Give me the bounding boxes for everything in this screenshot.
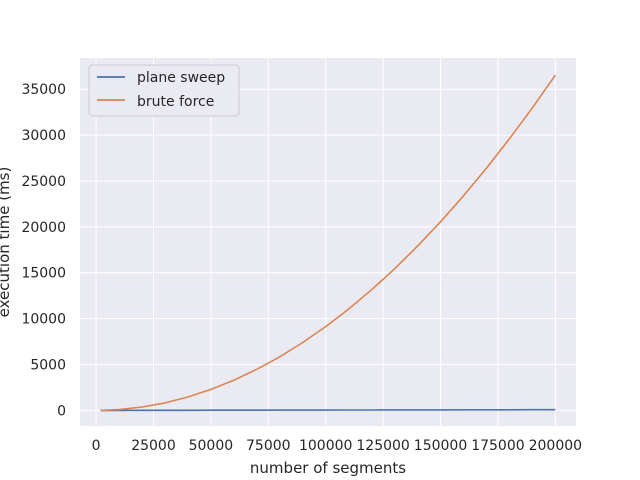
y-tick-label: 20000 <box>21 220 66 236</box>
legend: plane sweep brute force <box>88 64 240 117</box>
x-tick-label: 175000 <box>471 438 524 454</box>
y-tick-label: 35000 <box>21 82 66 98</box>
y-tick-label: 10000 <box>21 312 66 328</box>
x-tick-labels: 0 25000 50000 75000 100000 125000 150000 175000… <box>92 438 582 454</box>
x-tick-label: 100000 <box>299 438 352 454</box>
x-tick-label: 50000 <box>189 438 234 454</box>
legend-box <box>88 64 240 117</box>
y-tick-labels: 0 5000 10000 15000 20000 25000 30000 35000 <box>21 82 66 419</box>
y-tick-label: 0 <box>57 403 66 419</box>
y-tick-label: 30000 <box>21 128 66 144</box>
y-axis-label: execution time (ms) <box>0 167 13 318</box>
series-line-plane-sweep <box>100 408 556 412</box>
x-tick-label: 150000 <box>414 438 467 454</box>
series-line-brute-force <box>100 74 556 412</box>
x-tick-label: 200000 <box>529 438 582 454</box>
x-tick-label: 125000 <box>356 438 409 454</box>
series-lines <box>100 74 556 412</box>
legend-label-brute-force: brute force <box>137 94 214 110</box>
x-tick-label: 25000 <box>131 438 176 454</box>
y-tick-label: 5000 <box>30 358 66 374</box>
x-tick-label: 0 <box>92 438 101 454</box>
y-tick-label: 25000 <box>21 174 66 190</box>
x-axis-label: number of segments <box>250 459 406 477</box>
y-tick-label: 15000 <box>21 266 66 282</box>
legend-label-plane-sweep: plane sweep <box>137 70 225 86</box>
x-tick-label: 75000 <box>246 438 291 454</box>
